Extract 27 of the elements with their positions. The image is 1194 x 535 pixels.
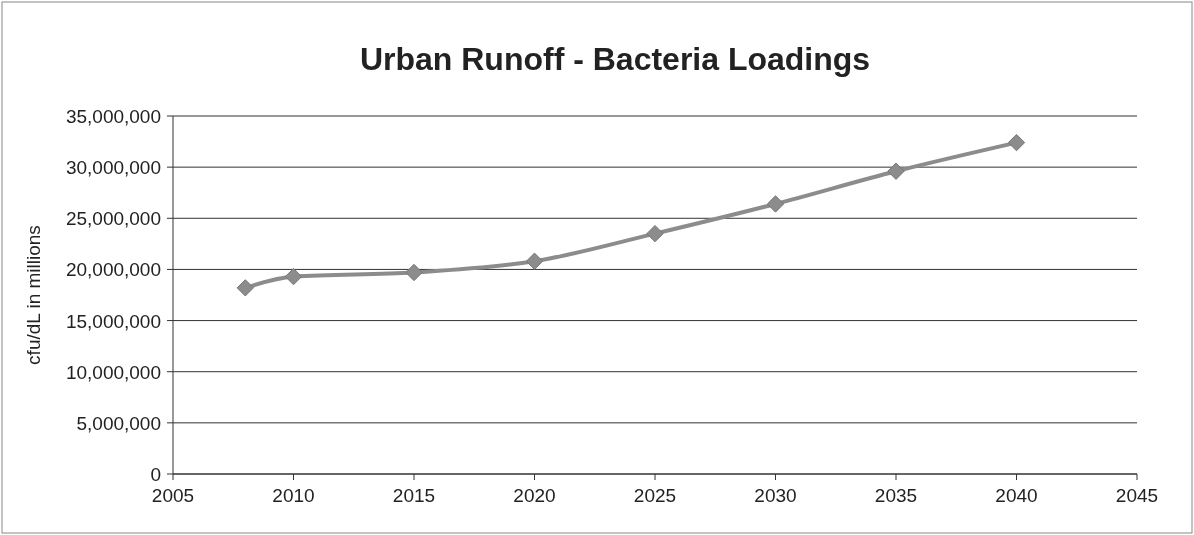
point — [525, 252, 544, 270]
point — [887, 162, 905, 180]
chart-title: Urban Runoff - Bacteria Loadings — [359, 41, 871, 77]
point — [646, 224, 664, 243]
x-tick-label: 2025 — [633, 485, 677, 506]
x-tick-label: 2035 — [874, 485, 918, 506]
point — [236, 279, 254, 297]
y-tick-label: 20,000,000 — [65, 259, 161, 281]
x-tick-label: 2030 — [754, 485, 797, 506]
y-tick-label: 25,000,000 — [65, 208, 161, 230]
y-tick-label: 0 — [150, 464, 161, 485]
x-tick-label: 2010 — [272, 485, 315, 506]
y-tick-label: 10,000,000 — [65, 361, 161, 383]
x-tick-label: 2045 — [1115, 485, 1159, 506]
y-tick-label: 15,000,000 — [65, 310, 161, 332]
point — [1007, 133, 1026, 152]
x-tick-label: 2020 — [513, 485, 556, 506]
y-tick-label: 30,000,000 — [65, 157, 161, 179]
x-tick-label: 2005 — [151, 485, 195, 506]
point — [766, 195, 785, 213]
y-tick-label: 5,000,000 — [76, 412, 161, 434]
point — [405, 263, 423, 282]
y-tick-label: 35,000,000 — [65, 106, 161, 127]
x-tick-label: 2040 — [995, 485, 1038, 506]
point — [284, 267, 303, 286]
x-tick-label: 2015 — [392, 485, 436, 506]
y-axis-title: cfu/dL in millions — [23, 225, 44, 365]
